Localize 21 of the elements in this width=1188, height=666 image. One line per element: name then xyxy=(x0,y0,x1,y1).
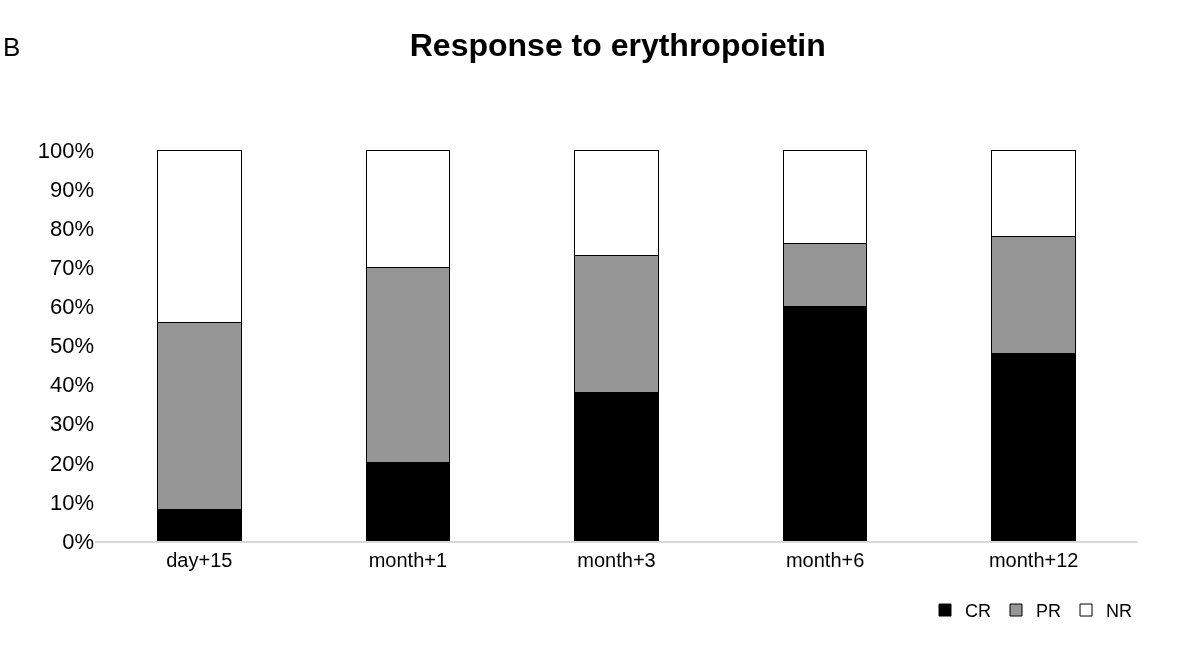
text: B xyxy=(3,32,21,62)
x-tick-label: month+3 xyxy=(577,548,656,571)
y-tick-label: 0% xyxy=(62,528,94,554)
x-tick-label: month+1 xyxy=(368,548,448,571)
y-tick-label: 60% xyxy=(49,294,94,320)
y-tick-label: 90% xyxy=(49,176,94,202)
y-tick-label: 80% xyxy=(49,215,94,241)
x-tick-label: month+6 xyxy=(785,548,865,571)
y-tick-label: 30% xyxy=(49,411,94,437)
y-tick-label: 70% xyxy=(49,255,94,280)
y-tick-label: 10% xyxy=(49,489,94,515)
x-tick-label: day+15 xyxy=(166,548,233,571)
y-tick-label: 50% xyxy=(49,333,94,359)
y-tick-label: 40% xyxy=(49,372,94,398)
chart-title: Response to erythropoietin xyxy=(409,26,826,63)
x-tick-label: month+12 xyxy=(988,548,1079,571)
legend-label: NR xyxy=(1106,601,1133,622)
y-tick-label: 20% xyxy=(49,450,94,476)
legend-label: PR xyxy=(1036,601,1062,622)
legend-label: CR xyxy=(965,601,991,622)
y-tick-label: 100% xyxy=(37,137,94,163)
